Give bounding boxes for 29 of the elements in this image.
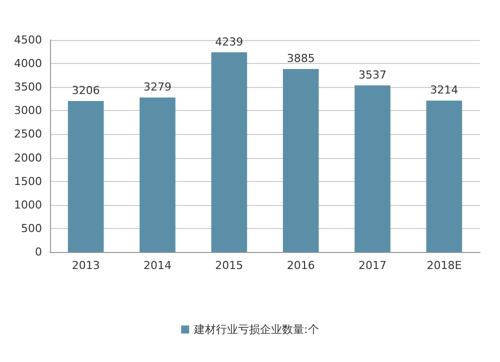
- legend-label: 建材行业亏损企业数量:个: [193, 323, 319, 336]
- y-tick-label: 3500: [14, 80, 42, 94]
- data-label: 3214: [430, 84, 458, 97]
- x-tick-label: 2016: [286, 259, 315, 272]
- x-tick-label: 2017: [358, 259, 386, 272]
- bar: [211, 52, 248, 252]
- y-tick-label: 0: [35, 246, 42, 258]
- x-tick-label: 2013: [72, 259, 100, 272]
- data-label: 3279: [144, 80, 172, 94]
- y-tick-label: 1500: [14, 174, 42, 188]
- y-tick-label: 1000: [14, 198, 42, 212]
- bar: [354, 85, 390, 252]
- y-tick-label: 4000: [14, 57, 42, 70]
- bar: [282, 68, 319, 252]
- bar: [140, 98, 176, 252]
- bar: [68, 100, 104, 252]
- x-tick-label: 2018E: [426, 259, 462, 272]
- x-tick-label: 2014: [144, 259, 172, 272]
- y-tick-label: 4500: [14, 34, 42, 46]
- y-tick-label: 500: [21, 222, 42, 235]
- bar: [426, 100, 462, 252]
- y-tick-label: 3000: [14, 104, 42, 118]
- data-label: 4239: [215, 35, 244, 48]
- data-label: 3537: [358, 68, 386, 82]
- x-tick-label: 2015: [215, 259, 244, 272]
- y-tick-label: 2500: [14, 128, 42, 141]
- y-tick-label: 2000: [14, 151, 42, 164]
- data-label: 3206: [72, 84, 100, 97]
- data-label: 3885: [286, 52, 315, 65]
